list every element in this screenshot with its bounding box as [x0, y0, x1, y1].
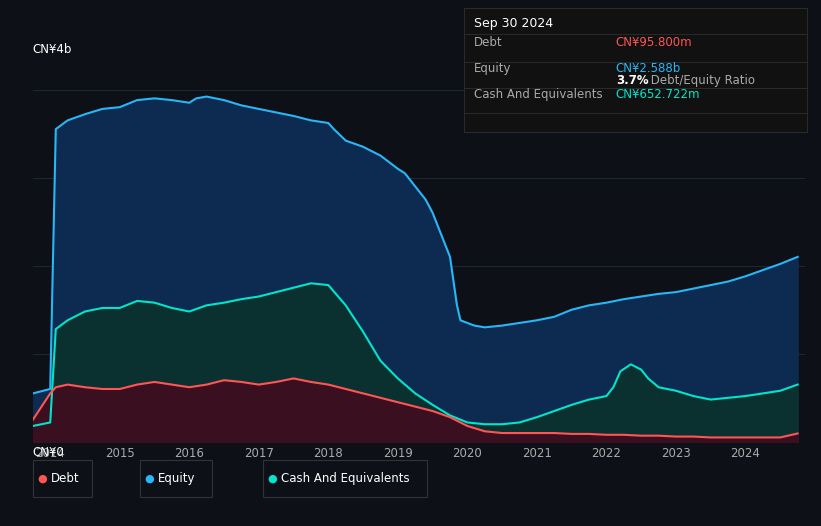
Text: CN¥95.800m: CN¥95.800m: [616, 36, 692, 48]
Text: Equity: Equity: [158, 472, 195, 485]
Text: Cash And Equivalents: Cash And Equivalents: [281, 472, 410, 485]
Text: Debt: Debt: [51, 472, 80, 485]
Text: CN¥652.722m: CN¥652.722m: [616, 88, 700, 101]
Text: Sep 30 2024: Sep 30 2024: [474, 17, 553, 31]
Text: CN¥4b: CN¥4b: [33, 43, 72, 56]
Text: 3.7%: 3.7%: [616, 74, 649, 87]
Text: Debt: Debt: [474, 36, 502, 48]
Text: Equity: Equity: [474, 62, 511, 75]
Text: ●: ●: [268, 473, 277, 484]
Text: ●: ●: [144, 473, 154, 484]
Text: Debt/Equity Ratio: Debt/Equity Ratio: [647, 74, 755, 87]
Text: CN¥2.588b: CN¥2.588b: [616, 62, 681, 75]
Text: ●: ●: [38, 473, 48, 484]
Text: Cash And Equivalents: Cash And Equivalents: [474, 88, 603, 101]
Text: CN¥0: CN¥0: [33, 446, 65, 459]
